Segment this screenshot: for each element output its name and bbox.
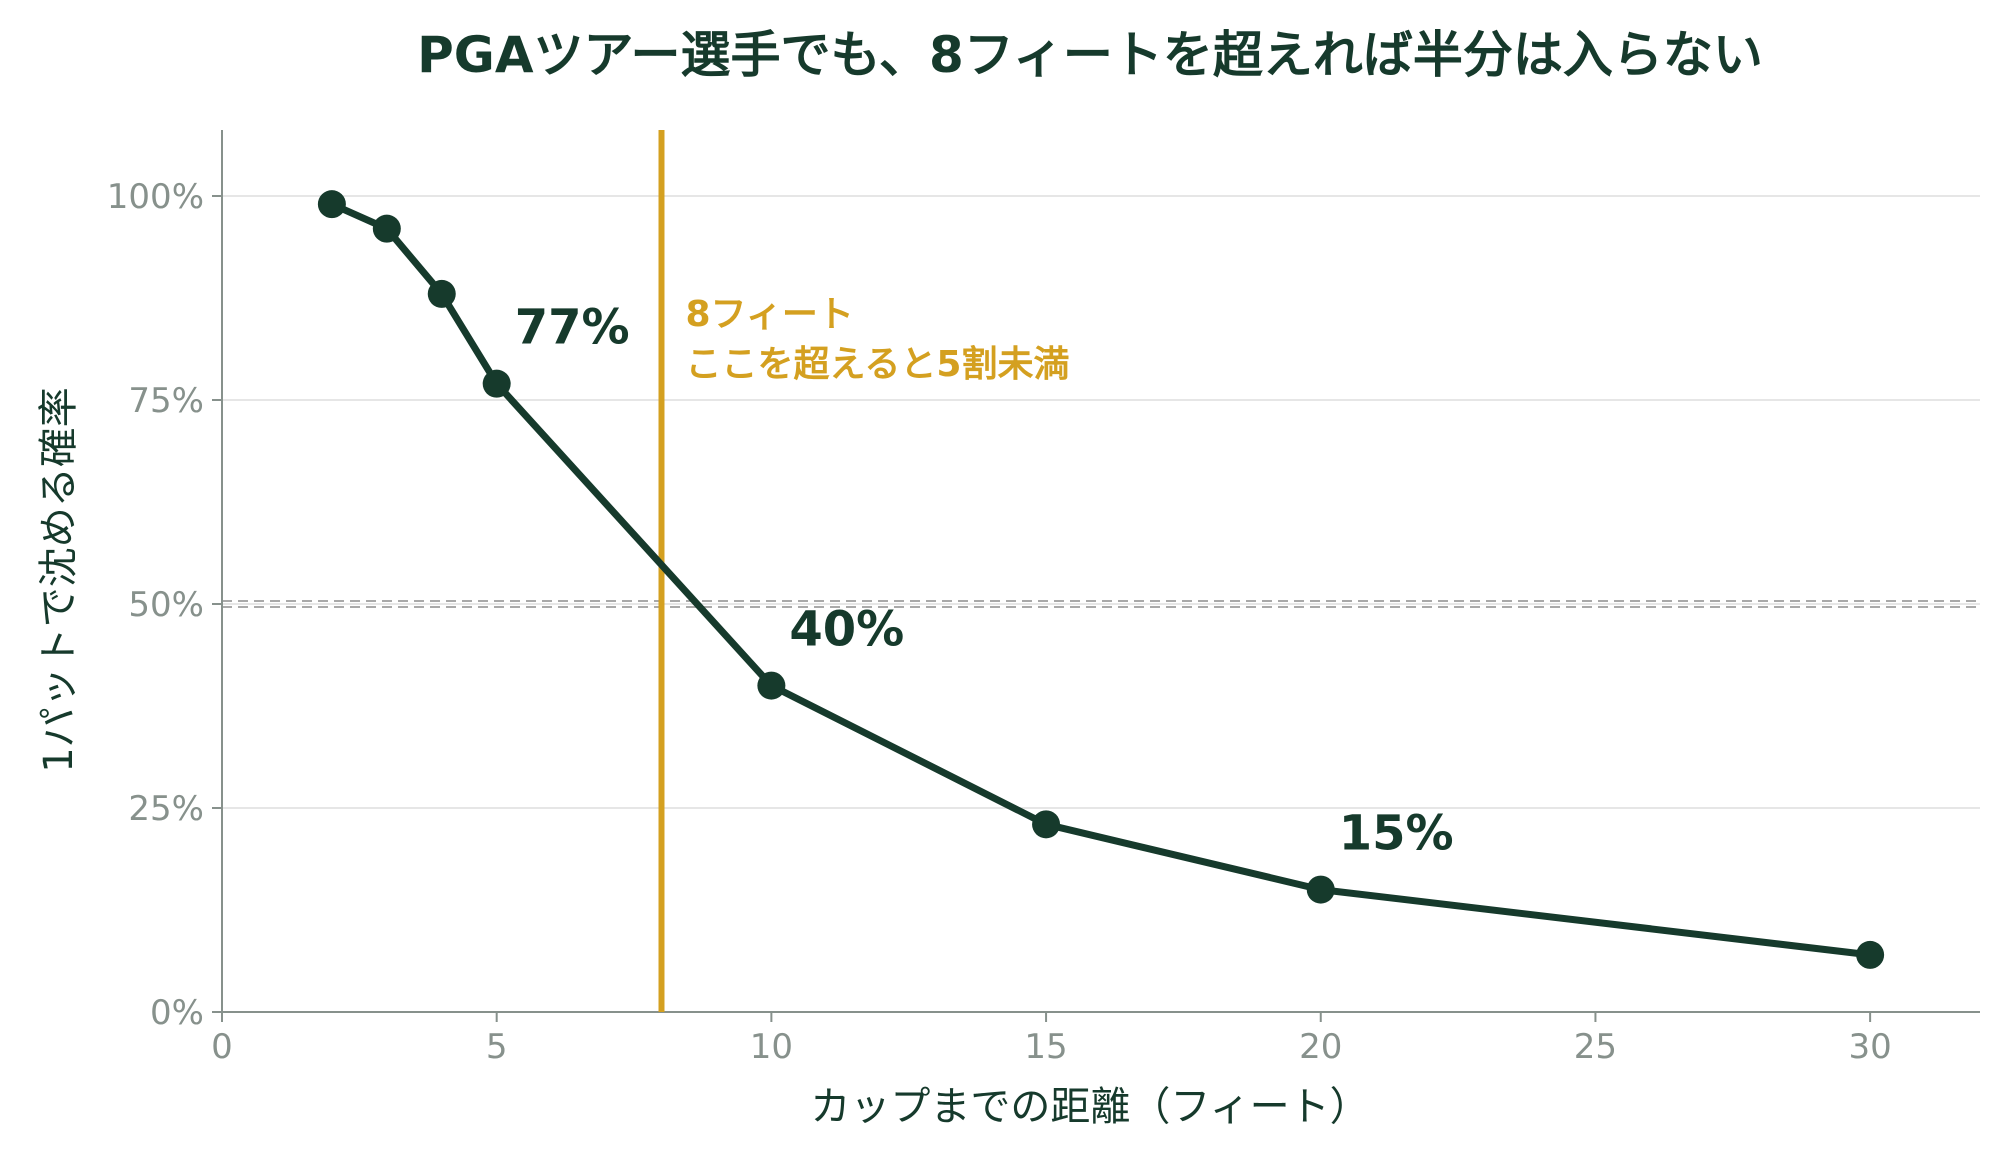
y-tick-label: 25% (128, 789, 204, 829)
x-tick-label: 25 (1574, 1027, 1617, 1067)
y-axis-ticks: 0% 25% 50% 75% 100% (107, 177, 222, 1033)
data-point (317, 190, 346, 219)
vertical-marker-label: ここを超えると5割未満 (686, 344, 1070, 385)
axes (221, 130, 1980, 1013)
data-point (1856, 940, 1885, 969)
data-point (757, 671, 786, 700)
x-tick-label: 20 (1299, 1027, 1342, 1067)
x-tick-label: 5 (486, 1027, 508, 1067)
data-point (1032, 810, 1061, 839)
data-point (482, 369, 511, 398)
y-tick-label: 0% (150, 993, 204, 1033)
y-tick-label: 100% (107, 177, 204, 217)
data-label: 77% (515, 300, 630, 356)
data-point (427, 279, 456, 308)
x-tick-label: 15 (1024, 1027, 1067, 1067)
x-axis-label: カップまでの距離（フィート） (810, 1084, 1369, 1130)
x-axis-ticks: 0 5 10 15 20 25 30 (211, 1012, 1892, 1067)
data-point (1306, 875, 1335, 904)
x-tick-label: 30 (1848, 1027, 1891, 1067)
vertical-marker-label: 8フィート (686, 294, 854, 335)
series-group (317, 190, 1885, 969)
grid-lines (222, 195, 1980, 809)
y-axis-label: 1パットで沈める確率 (36, 387, 82, 772)
reference-line-group (222, 600, 1980, 608)
y-tick-label: 75% (128, 381, 204, 421)
x-tick-label: 10 (750, 1027, 793, 1067)
data-label: 15% (1339, 806, 1454, 862)
x-tick-label: 0 (211, 1027, 233, 1067)
series-line (328, 200, 1874, 959)
y-tick-label: 50% (128, 585, 204, 625)
data-labels: 77% 40% 15% (515, 300, 1454, 862)
data-label: 40% (789, 602, 904, 658)
chart-title: PGAツアー選手でも、8フィートを超えれば半分は入らない (417, 26, 1763, 84)
data-point (372, 214, 401, 243)
